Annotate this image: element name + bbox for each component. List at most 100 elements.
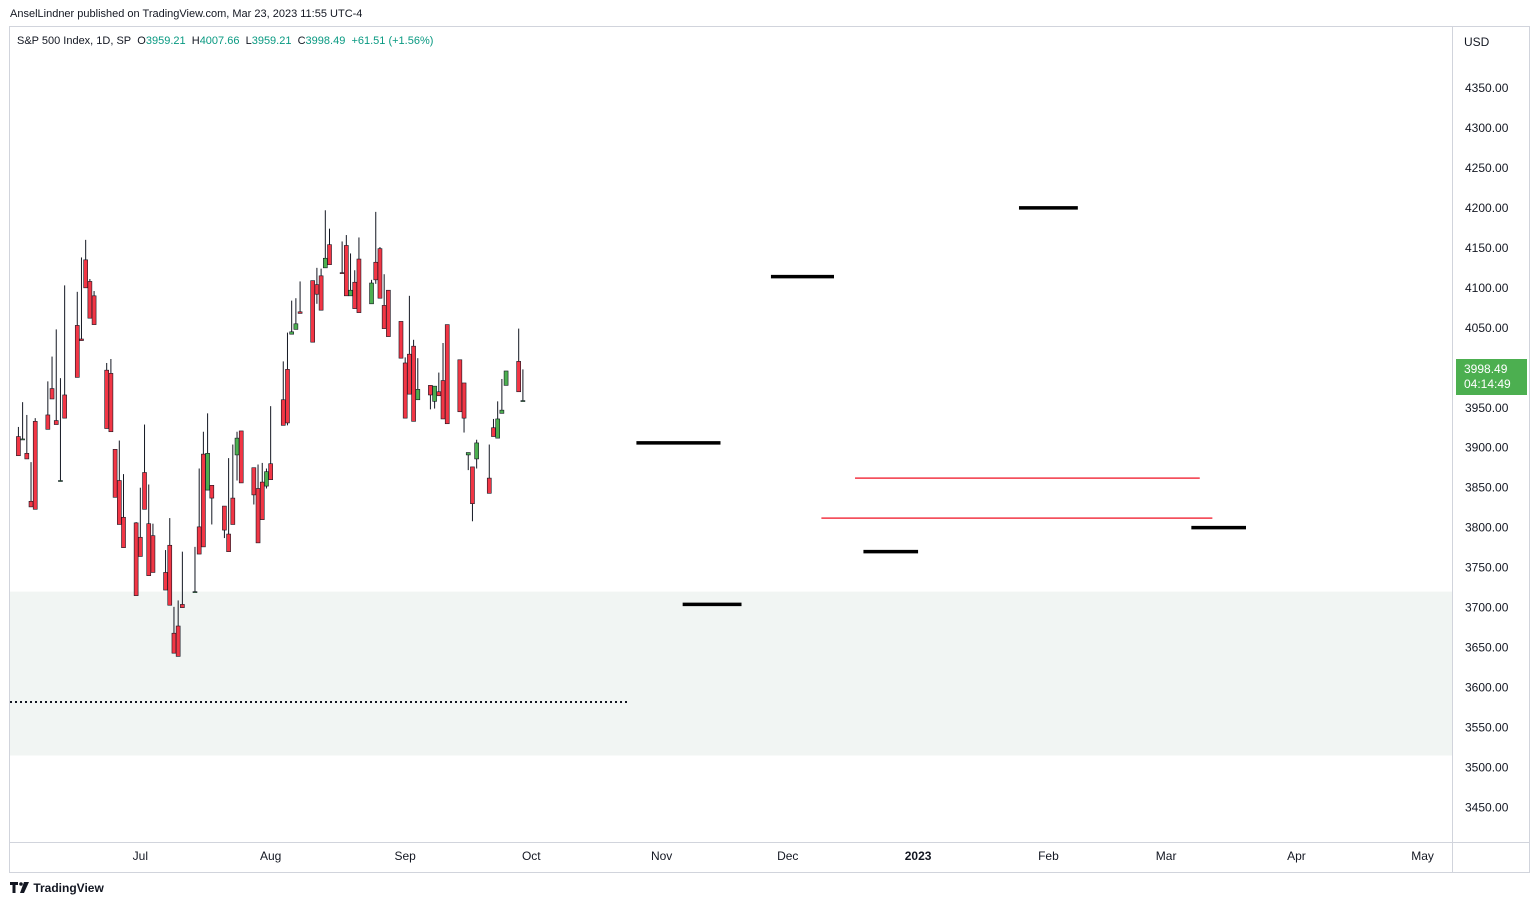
x-tick-label: Nov [651, 849, 672, 863]
footer-brand-text: TradingView [33, 881, 104, 895]
candle-down [74, 325, 80, 378]
candle-down [255, 488, 261, 544]
candle-up [520, 400, 526, 402]
candle-up [234, 437, 240, 456]
x-tick-label: 2023 [905, 849, 932, 863]
low-value: 3959.21 [251, 35, 292, 47]
symbol-title[interactable]: S&P 500 Index, 1D, SP [17, 35, 132, 47]
candle-down [491, 427, 496, 437]
candle-down [16, 436, 21, 457]
candle-down [411, 345, 416, 422]
high-value: 4007.66 [199, 35, 240, 47]
y-tick-label: 4300.00 [1465, 121, 1509, 135]
x-tick-label: Oct [522, 849, 541, 863]
candle-down [268, 463, 273, 481]
support-zone [10, 591, 1452, 756]
candle-down [142, 472, 147, 510]
tradingview-logo-icon [10, 881, 30, 896]
candle-up [465, 452, 471, 456]
candle-up [293, 323, 299, 330]
candle-down [121, 516, 126, 548]
candle-down [201, 453, 206, 548]
candle-down [45, 414, 51, 430]
low-label: L [245, 35, 252, 47]
candle-down [167, 544, 173, 606]
candle-down [259, 481, 265, 520]
candle-down [24, 453, 30, 460]
candle-up [369, 282, 374, 305]
candle-down [470, 466, 475, 504]
chart-frame[interactable] [9, 26, 1530, 873]
candle-down [28, 500, 34, 508]
candle-down [32, 421, 38, 510]
y-tick-label: 3500.00 [1465, 761, 1509, 775]
candle-up [205, 453, 210, 491]
candle-down [428, 385, 433, 396]
x-tick-label: Mar [1156, 849, 1177, 863]
top-bar: AnselLindner published on TradingView.co… [0, 0, 1540, 26]
x-tick-label: Apr [1287, 849, 1306, 863]
y-tick-label: 4200.00 [1465, 201, 1509, 215]
footer-brand[interactable]: TradingView [10, 881, 104, 896]
y-tick-label: 4100.00 [1465, 281, 1509, 295]
candle-down [53, 420, 59, 425]
candle-up [20, 438, 25, 441]
candle-down [373, 261, 379, 281]
y-tick-label: 3450.00 [1465, 801, 1509, 815]
candle-down [339, 272, 345, 274]
candle-down [327, 244, 332, 265]
candle-up [499, 409, 505, 414]
candle-down [87, 281, 93, 319]
candle-up [348, 289, 353, 297]
candle-down [381, 305, 387, 329]
current-price-label: 3998.49 04:14:49 [1456, 359, 1527, 395]
y-tick-label: 4250.00 [1465, 161, 1509, 175]
candle-up [289, 331, 294, 335]
candle-down [196, 526, 202, 555]
candle-down [461, 382, 467, 419]
candle-down [117, 480, 122, 525]
candle-up [58, 480, 63, 482]
candle-down [457, 359, 463, 413]
candle-down [344, 245, 349, 297]
candle-down [377, 248, 383, 299]
candle-down [436, 391, 442, 397]
publisher-text: AnselLindner published on TradingView.co… [10, 8, 363, 20]
candle-down [440, 380, 446, 420]
candle-up [495, 418, 500, 439]
candle-down [386, 289, 391, 337]
open-value: 3959.21 [145, 35, 186, 47]
bar-countdown: 04:14:49 [1464, 377, 1511, 391]
candle-down [163, 572, 168, 591]
candle-down [516, 361, 521, 393]
candle-down [352, 281, 358, 309]
candle-down [171, 632, 177, 654]
candle-down [251, 467, 257, 496]
candle-up [432, 385, 437, 402]
candle-down [222, 505, 227, 531]
high-label: H [191, 35, 200, 47]
candle-down [297, 311, 303, 314]
y-tick-label: 3550.00 [1465, 721, 1509, 735]
candle-down [133, 522, 139, 596]
y-tick-label: 3700.00 [1465, 601, 1509, 615]
chart-legend: S&P 500 Index, 1D, SP O3959.21 H4007.66 … [17, 35, 433, 47]
candle-down [402, 362, 408, 419]
x-tick-label: Aug [260, 849, 281, 863]
y-tick-label: 3650.00 [1465, 641, 1509, 655]
candle-up [192, 591, 198, 593]
y-tick-label: 3850.00 [1465, 481, 1509, 495]
candle-up [323, 257, 328, 269]
candle-up [415, 389, 421, 401]
candle-down [407, 353, 412, 395]
y-tick-label: 3900.00 [1465, 441, 1509, 455]
candle-down [83, 259, 88, 289]
candle-down [150, 535, 156, 573]
candle-down [238, 430, 244, 484]
x-tick-label: Feb [1038, 849, 1059, 863]
y-tick-label: 3800.00 [1465, 521, 1509, 535]
x-tick-label: Jul [133, 849, 148, 863]
currency-label[interactable]: USD [1464, 35, 1490, 49]
candle-down [314, 284, 320, 295]
